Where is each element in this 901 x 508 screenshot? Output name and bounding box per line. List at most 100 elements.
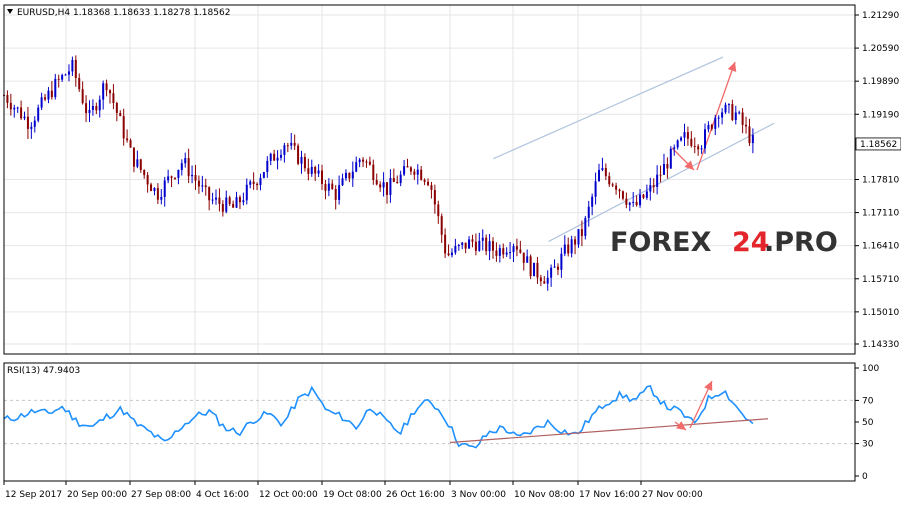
candle[interactable] (201, 175, 204, 193)
candle[interactable] (611, 182, 614, 188)
candle[interactable] (457, 243, 460, 251)
candle[interactable] (170, 175, 173, 188)
candle[interactable] (656, 165, 659, 195)
candle[interactable] (139, 158, 142, 173)
candle[interactable] (324, 179, 327, 200)
candle[interactable] (146, 172, 149, 193)
candle[interactable] (249, 179, 252, 189)
candle[interactable] (136, 150, 139, 169)
candle[interactable] (187, 148, 190, 184)
candle[interactable] (40, 92, 43, 110)
candle[interactable] (57, 74, 60, 88)
candle[interactable] (659, 165, 662, 183)
candle[interactable] (628, 201, 631, 212)
candle[interactable] (334, 185, 337, 210)
candle[interactable] (632, 192, 635, 207)
candle[interactable] (533, 262, 536, 277)
candle[interactable] (598, 163, 601, 182)
candle[interactable] (78, 73, 81, 92)
candle[interactable] (478, 232, 481, 252)
candle[interactable] (303, 153, 306, 172)
candle[interactable] (697, 144, 700, 156)
candle[interactable] (717, 115, 720, 128)
candle[interactable] (491, 237, 494, 259)
candle[interactable] (748, 118, 751, 146)
candle[interactable] (368, 156, 371, 166)
candle[interactable] (423, 178, 426, 186)
rsi-up-arrow[interactable] (689, 380, 713, 429)
candle[interactable] (409, 166, 412, 175)
candle[interactable] (321, 164, 324, 190)
candle[interactable] (307, 158, 310, 181)
candle[interactable] (570, 235, 573, 258)
candle[interactable] (669, 146, 672, 169)
candle[interactable] (67, 64, 70, 82)
candle[interactable] (529, 254, 532, 280)
candle[interactable] (218, 188, 221, 212)
candle[interactable] (191, 165, 194, 184)
candle[interactable] (683, 123, 686, 146)
candle[interactable] (16, 106, 19, 113)
candle[interactable] (91, 99, 94, 116)
candle[interactable] (680, 136, 683, 142)
candle[interactable] (221, 200, 224, 217)
candle[interactable] (512, 243, 515, 263)
candle[interactable] (642, 193, 645, 200)
candle[interactable] (13, 104, 16, 118)
candle[interactable] (433, 184, 436, 214)
candle[interactable] (601, 157, 604, 172)
candle[interactable] (242, 192, 245, 206)
candle[interactable] (389, 169, 392, 203)
candle[interactable] (344, 169, 347, 181)
candle[interactable] (81, 81, 84, 105)
candle[interactable] (509, 241, 512, 260)
candle[interactable] (700, 145, 703, 154)
candle[interactable] (317, 164, 320, 178)
candle[interactable] (44, 93, 47, 102)
rsi-down-arrow[interactable] (674, 421, 687, 431)
candle[interactable] (85, 95, 88, 122)
candle[interactable] (471, 234, 474, 248)
candle[interactable] (129, 138, 132, 148)
candle[interactable] (379, 181, 382, 192)
candle[interactable] (33, 116, 36, 133)
candle[interactable] (331, 179, 334, 190)
candle[interactable] (539, 274, 542, 287)
candle[interactable] (662, 153, 665, 175)
candle[interactable] (180, 159, 183, 176)
candle[interactable] (211, 192, 214, 205)
candle[interactable] (9, 93, 12, 116)
candle[interactable] (286, 142, 289, 153)
candle[interactable] (269, 152, 272, 166)
candle[interactable] (341, 173, 344, 187)
candle[interactable] (615, 182, 618, 195)
candle[interactable] (238, 195, 241, 210)
candle[interactable] (252, 172, 255, 190)
forecast-down-arrow[interactable] (671, 147, 695, 171)
candle[interactable] (673, 144, 676, 156)
candle[interactable] (355, 156, 358, 173)
candle[interactable] (621, 190, 624, 201)
candle[interactable] (515, 238, 518, 257)
candle[interactable] (437, 200, 440, 224)
candle[interactable] (64, 73, 67, 76)
candle[interactable] (488, 234, 491, 261)
candle[interactable] (652, 178, 655, 193)
candle[interactable] (208, 186, 211, 211)
candle[interactable] (707, 121, 710, 133)
candle[interactable] (714, 114, 717, 136)
candle[interactable] (724, 102, 727, 114)
candle[interactable] (577, 229, 580, 248)
candle[interactable] (649, 177, 652, 201)
candle[interactable] (522, 252, 525, 271)
candle[interactable] (232, 200, 235, 208)
candle[interactable] (563, 235, 566, 257)
candle[interactable] (495, 242, 498, 262)
candle[interactable] (430, 181, 433, 199)
candle[interactable] (47, 87, 50, 104)
candle[interactable] (745, 116, 748, 134)
candle[interactable] (194, 164, 197, 190)
candle[interactable] (122, 108, 125, 146)
candle[interactable] (256, 182, 259, 191)
candle[interactable] (580, 220, 583, 247)
